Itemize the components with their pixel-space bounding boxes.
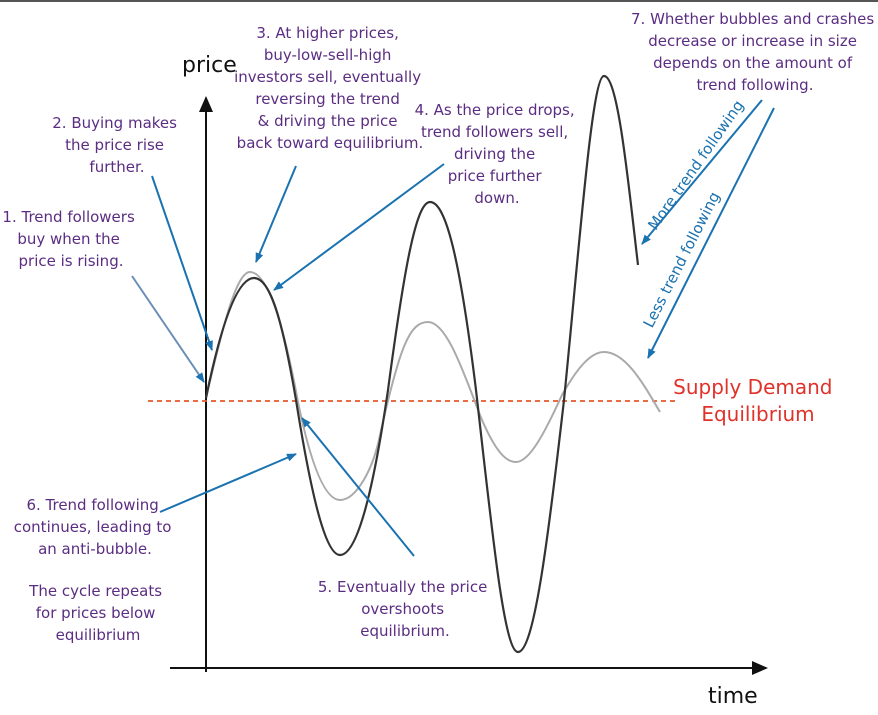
annotation-6b: The cycle repeats for prices below equil… bbox=[28, 582, 167, 644]
annotation-2-line: 2. Buying makes bbox=[52, 114, 177, 132]
annotation-arrows bbox=[131, 99, 775, 557]
y-axis-label: price bbox=[182, 53, 237, 78]
annotation-7-line: 7. Whether bubbles and crashes bbox=[631, 10, 874, 28]
arrow-note5 bbox=[301, 417, 415, 557]
arrow-note3 bbox=[255, 165, 297, 263]
annotation-7: 7. Whether bubbles and crashes decrease … bbox=[631, 10, 878, 94]
annotation-4-line: price further bbox=[448, 167, 543, 185]
annotation-6b-line: equilibrium bbox=[56, 626, 141, 644]
annotation-3-line: reversing the trend bbox=[255, 90, 399, 108]
annotation-3-line: & driving the price bbox=[258, 112, 398, 130]
annotation-5-line: 5. Eventually the price bbox=[318, 578, 487, 596]
annotation-1-line: buy when the bbox=[17, 230, 120, 248]
arrow-note6 bbox=[159, 453, 297, 513]
annotation-4: 4. As the price drops, trend followers s… bbox=[415, 101, 580, 207]
arrow-note1 bbox=[131, 275, 205, 383]
x-axis-label: time bbox=[708, 684, 758, 709]
annotation-3-line: 3. At higher prices, bbox=[256, 24, 399, 42]
annotation-1-line: price is rising. bbox=[19, 252, 124, 270]
annotation-5-line: overshoots bbox=[361, 600, 444, 618]
arrow-note4 bbox=[273, 163, 445, 291]
arrow-more bbox=[641, 99, 763, 245]
annotation-3-line: back toward equilibrium. bbox=[237, 134, 424, 152]
annotation-3-line: buy-low-sell-high bbox=[264, 46, 392, 64]
strong-trend-curve bbox=[204, 74, 640, 654]
annotation-6-line: 6. Trend following bbox=[26, 496, 158, 514]
annotation-3-line: investors sell, eventually bbox=[234, 68, 421, 86]
annotation-5-line: equilibrium. bbox=[360, 622, 450, 640]
less-trend-label: Less trend following bbox=[639, 189, 723, 331]
arrow-note2 bbox=[151, 175, 213, 351]
annotation-2-line: further. bbox=[89, 158, 144, 176]
annotation-6b-line: The cycle repeats bbox=[28, 582, 162, 600]
annotation-6b-line: for prices below bbox=[36, 604, 156, 622]
annotation-3: 3. At higher prices, buy-low-sell-high i… bbox=[234, 24, 426, 152]
annotation-6-line: an anti-bubble. bbox=[38, 540, 152, 558]
annotation-7-line: decrease or increase in size bbox=[648, 32, 857, 50]
annotation-4-line: down. bbox=[474, 189, 519, 207]
equilibrium-label: Supply Demand Equilibrium bbox=[673, 375, 839, 426]
annotation-2: 2. Buying makes the price rise further. bbox=[52, 114, 182, 176]
equilibrium-label-line1: Supply Demand bbox=[673, 375, 832, 399]
annotation-1-line: 1. Trend followers bbox=[2, 208, 135, 226]
annotation-6: 6. Trend following continues, leading to… bbox=[14, 496, 177, 558]
annotation-5: 5. Eventually the price overshoots equil… bbox=[318, 578, 492, 640]
arrow-less bbox=[647, 107, 775, 359]
annotation-2-line: the price rise bbox=[65, 136, 164, 154]
annotation-6-line: continues, leading to bbox=[14, 518, 172, 536]
equilibrium-label-line2: Equilibrium bbox=[701, 402, 814, 426]
annotation-4-line: driving the bbox=[454, 145, 535, 163]
annotation-7-line: depends on the amount of bbox=[653, 54, 853, 72]
annotation-7-line: trend following. bbox=[697, 76, 814, 94]
annotation-4-line: trend followers sell, bbox=[421, 123, 568, 141]
annotation-1: 1. Trend followers buy when the price is… bbox=[2, 208, 139, 270]
annotation-4-line: 4. As the price drops, bbox=[415, 101, 575, 119]
